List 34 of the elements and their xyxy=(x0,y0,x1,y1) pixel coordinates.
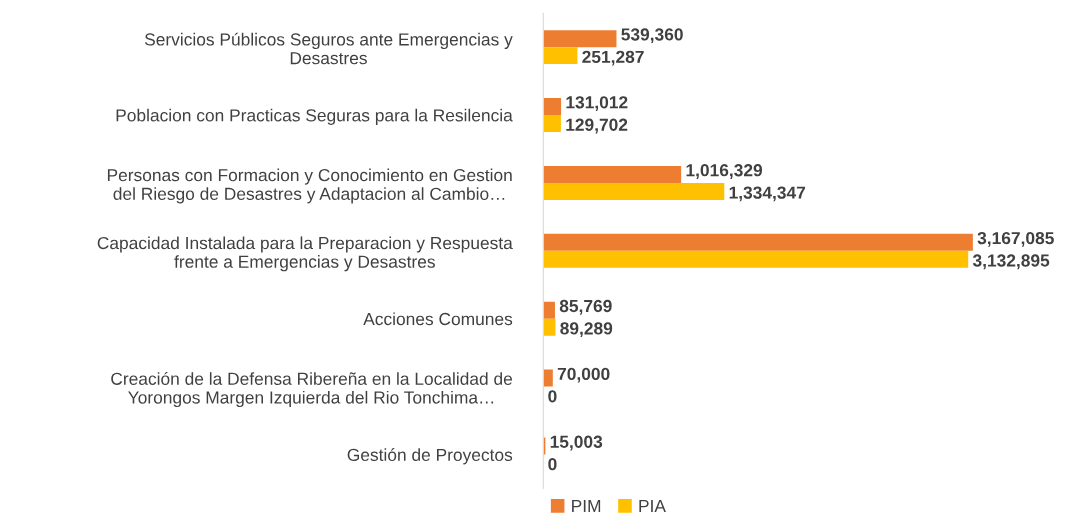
legend-label: PIM xyxy=(572,500,601,512)
y-tick-label: Poblacion con Practicas Seguras para la Resilencia xyxy=(116,108,513,125)
data-label: 70,000 xyxy=(557,367,610,383)
data-label: 251,287 xyxy=(582,50,644,66)
y-tick-label: Gestión de Proyectos xyxy=(347,448,513,465)
bar xyxy=(543,369,553,387)
data-label: 131,012 xyxy=(566,96,628,112)
bar xyxy=(543,233,973,251)
bar xyxy=(543,47,578,65)
data-label: 3,132,895 xyxy=(972,254,1050,270)
data-label: 3,167,085 xyxy=(977,231,1054,247)
bar xyxy=(543,165,682,183)
y-tick-label: Personas con Formacion y Conocimiento en Gestion del Riesgo de Desastres y Adaptacion al Cambio… xyxy=(107,168,512,204)
data-label: 15,003 xyxy=(550,435,603,451)
data-label: 0 xyxy=(548,390,557,403)
data-label: 85,769 xyxy=(559,299,612,315)
y-tick-label: Capacidad Instalada para la Preparacion y Respuesta frente a Emergencias y Desastres xyxy=(97,236,513,272)
bar xyxy=(543,182,725,200)
data-label: 129,702 xyxy=(566,118,628,134)
legend-label: PIA xyxy=(639,500,666,512)
bar xyxy=(543,115,561,132)
bar xyxy=(543,30,617,48)
data-label: 1,334,347 xyxy=(729,186,806,202)
bar xyxy=(543,98,562,116)
data-label: 89,289 xyxy=(560,322,613,338)
bar xyxy=(543,318,556,336)
data-label: 539,360 xyxy=(621,28,683,44)
bar xyxy=(543,250,969,268)
data-label: 0 xyxy=(548,458,557,471)
y-tick-label: Acciones Comunes xyxy=(363,312,513,326)
bar xyxy=(543,301,555,319)
y-tick-label: Servicios Públicos Seguros ante Emergencias y Desastres xyxy=(144,32,513,65)
y-tick-label: Creación de la Defensa Ribereña en la Localidad de Yorongos Margen Izquierda del Rio Tonchima… xyxy=(111,371,513,408)
data-label: 1,016,329 xyxy=(686,164,763,179)
